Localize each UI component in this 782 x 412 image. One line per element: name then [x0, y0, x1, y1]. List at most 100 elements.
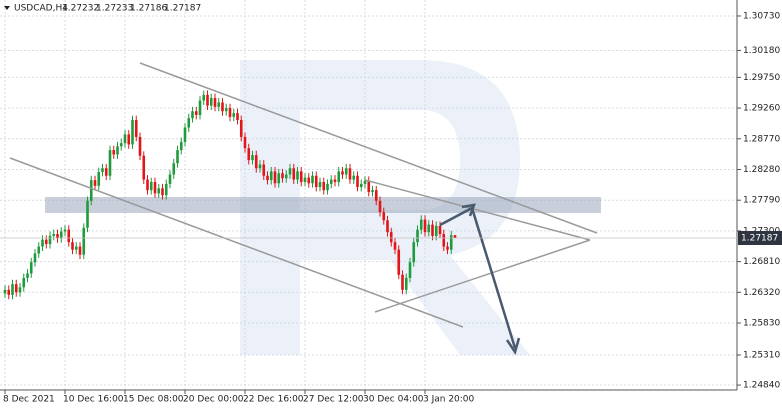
triangle-lower — [374, 239, 591, 313]
candle-body — [172, 163, 176, 175]
candle-body — [389, 232, 393, 243]
candle-body — [247, 148, 251, 161]
candle-body — [262, 164, 266, 176]
candle-body — [416, 229, 419, 243]
x-tick-label: 20 Dec 00:00 — [183, 395, 244, 405]
candle-body — [191, 111, 194, 119]
candle-body — [363, 180, 367, 184]
candle-body — [356, 175, 359, 188]
candle-body — [78, 246, 82, 255]
candle-body — [446, 246, 449, 250]
candle-body — [179, 141, 183, 151]
candle-body — [277, 173, 281, 184]
x-tick-label: 15 Dec 08:00 — [123, 395, 184, 405]
candle-body — [296, 171, 299, 180]
candle-body — [258, 164, 262, 169]
candle-body — [333, 179, 337, 183]
candle-body — [243, 136, 247, 149]
candle-body — [281, 173, 284, 179]
forecast-arrows — [439, 203, 521, 355]
candle-body — [266, 175, 269, 181]
high-value: 1.27233 — [96, 4, 133, 14]
candle-body — [307, 177, 311, 184]
candle-body — [7, 289, 11, 295]
candle-body — [146, 179, 149, 191]
candle-body — [314, 175, 318, 188]
candle-body — [341, 171, 344, 175]
triangle-upper — [364, 179, 591, 241]
close-value: 1.27187 — [164, 4, 201, 14]
y-tick-label: 1.26810 — [743, 257, 780, 267]
candle-body — [194, 111, 198, 115]
candle-body — [348, 168, 352, 180]
header: USDCAD,H4 1.27232 1.27233 1.27186 1.2718… — [4, 4, 201, 14]
menu-icon — [4, 6, 10, 10]
candle-body — [41, 239, 44, 247]
candle-body — [82, 227, 86, 255]
y-tick-label: 1.24840 — [743, 381, 780, 391]
candle-body — [412, 242, 416, 263]
candle-body — [138, 136, 142, 156]
candle-body — [408, 262, 412, 278]
candle-body — [11, 284, 14, 295]
candle-body — [153, 182, 157, 194]
candle-body — [401, 274, 404, 290]
candle-body — [284, 174, 288, 179]
y-tick-label: 1.30730 — [743, 11, 780, 21]
candle-body — [371, 190, 374, 193]
candle-body — [168, 174, 172, 184]
candle-body — [397, 249, 401, 275]
candle-body — [48, 235, 52, 245]
candle-body — [404, 277, 408, 290]
arrow-head — [505, 337, 521, 355]
candle-body — [254, 155, 258, 169]
candle-body — [434, 225, 438, 236]
y-tick-label: 1.25310 — [743, 350, 780, 360]
low-value: 1.27186 — [130, 4, 167, 14]
candle-body — [161, 188, 164, 196]
candle-body — [164, 183, 168, 196]
candle-body — [288, 168, 292, 175]
candle-body — [134, 119, 138, 137]
candle-body — [228, 108, 232, 117]
candle-body — [329, 179, 333, 184]
y-tick-label: 1.28770 — [743, 134, 780, 144]
candle-body — [93, 180, 97, 186]
candle-body — [213, 98, 217, 107]
candle-body — [292, 168, 296, 180]
candle-body — [198, 100, 202, 115]
candle-body — [442, 234, 446, 247]
candle-body — [86, 200, 89, 228]
candle-body — [22, 277, 26, 288]
x-tick-label: 3 Jan 20:00 — [423, 395, 475, 405]
candle-body — [56, 234, 59, 239]
candle-body — [157, 188, 161, 194]
candle-body — [119, 143, 123, 147]
candle-body — [393, 242, 397, 250]
open-value: 1.27232 — [62, 4, 99, 14]
trend-lines — [9, 62, 598, 328]
candles — [3, 90, 457, 300]
candle-body — [382, 212, 386, 221]
candle-body — [367, 180, 371, 193]
candle-body — [273, 171, 277, 184]
candle-body — [269, 171, 273, 181]
candle-body — [149, 182, 153, 191]
candle-body — [337, 171, 341, 183]
x-tick-label: 22 Dec 16:00 — [243, 395, 304, 405]
candle-body — [202, 94, 206, 101]
y-tick-label: 1.25830 — [743, 319, 780, 329]
candle-body — [453, 235, 457, 238]
candle-body — [52, 234, 56, 236]
candle-body — [299, 171, 303, 183]
x-tick-label: 10 Dec 16:00 — [63, 395, 124, 405]
candle-body — [67, 229, 71, 243]
y-tick-label: 1.27790 — [743, 196, 780, 206]
price-label-box — [738, 230, 782, 245]
candle-body — [209, 98, 213, 106]
candle-body — [97, 172, 101, 186]
candle-body — [326, 183, 329, 191]
candle-body — [239, 119, 243, 137]
candle-body — [449, 235, 453, 250]
